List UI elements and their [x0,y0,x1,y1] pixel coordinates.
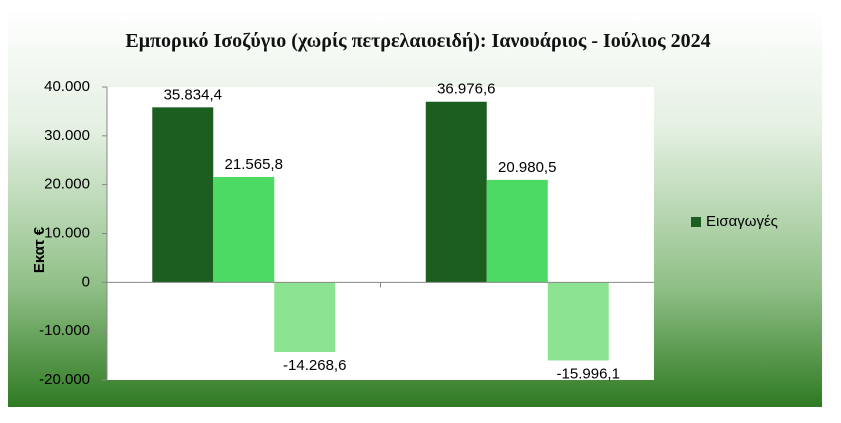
y-tick-label: -10.000 [39,322,90,339]
bar [152,107,214,283]
y-tick-label: 0 [82,273,90,290]
bar [547,282,609,361]
y-tick-label: 20.000 [44,176,90,193]
legend-label: Εισαγωγές [706,213,778,230]
data-label: 36.976,6 [437,81,495,98]
legend-swatch [691,217,701,227]
y-axis-title: Εκατ € [31,226,48,273]
data-label: -14.268,6 [283,357,346,374]
bar [274,282,336,353]
bar [213,177,275,283]
bar [486,179,548,283]
data-label: -15.996,1 [557,365,620,382]
y-tick-label: -20.000 [39,371,90,388]
y-tick-label: 40.000 [44,78,90,95]
data-label: 20.980,5 [498,159,556,176]
y-tick-label: 30.000 [44,127,90,144]
data-label: 35.834,4 [164,86,222,103]
y-tick-label: 10.000 [44,224,90,241]
data-label: 21.565,8 [225,156,283,173]
bar [425,101,487,283]
chart-title: Εμπορικό Ισοζύγιο (χωρίς πετρελαιοειδή):… [125,30,711,52]
